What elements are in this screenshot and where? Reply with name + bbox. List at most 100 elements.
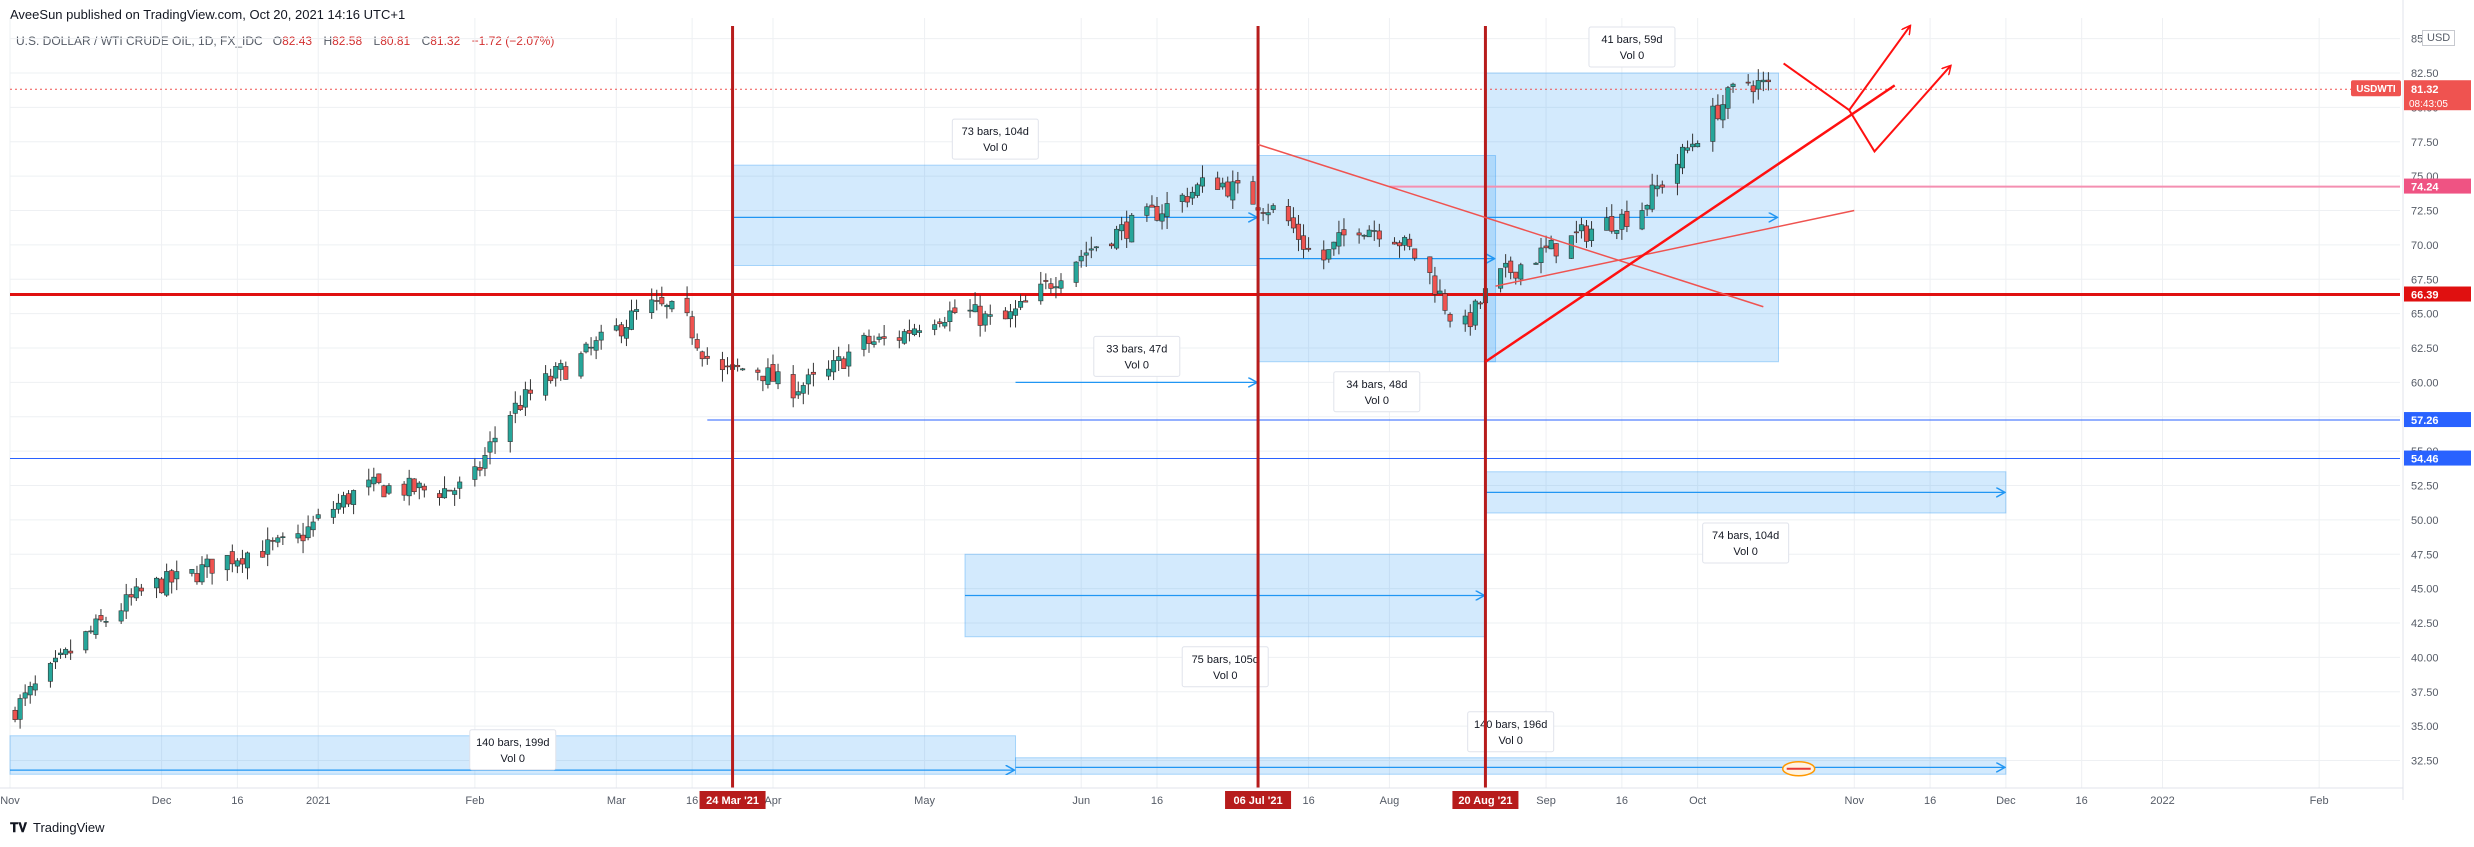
candle-body: [704, 355, 710, 359]
candle-body: [118, 610, 124, 622]
ohlc-open-label: O: [272, 34, 283, 48]
candle-body: [826, 368, 832, 377]
ohlc-low-value: 80.81: [380, 34, 411, 48]
candle-body: [386, 485, 392, 494]
candle-body: [1609, 216, 1615, 232]
candle-body: [982, 313, 988, 326]
range-volume-text: Vol 0: [1733, 546, 1757, 558]
candle-body: [1235, 180, 1241, 184]
candle-body: [1078, 255, 1084, 262]
candle-body: [265, 539, 271, 555]
range-label: 140 bars, 199d Vol 0: [469, 729, 557, 771]
symbol-name[interactable]: U.S. DOLLAR / WTI CRUDE OIL, 1D, FX_IDC: [16, 34, 263, 48]
candle-body: [1336, 232, 1342, 247]
price-axis: 32.50 35.00 37.50 40.00 42.50 45.00 47.50 50.00…: [2351, 0, 2474, 800]
price-axis-tick: 50.00: [2411, 515, 2439, 527]
candle-body: [68, 650, 74, 654]
date-marker-label: 20 Aug '21: [1452, 791, 1519, 809]
candle-body: [613, 325, 619, 331]
range-label-box: [1702, 522, 1790, 564]
price-axis-label: USDWTI 81.32 08:43:05: [2351, 80, 2471, 111]
candle-body: [58, 652, 64, 656]
date-marker-label: 06 Jul '21: [1225, 791, 1292, 809]
candle-body: [1710, 105, 1716, 142]
candle-body: [1573, 231, 1579, 234]
candle-body: [199, 564, 205, 583]
candle-body: [1725, 87, 1731, 109]
candle-body: [1058, 280, 1064, 289]
candle-body: [457, 481, 463, 489]
candle-body: [234, 560, 240, 567]
candle-body: [1159, 213, 1165, 222]
candle-body: [1220, 182, 1226, 188]
time-axis: Nov Dec 16 2021 Feb Mar 16 Apr May Jun 16 16 Aug Sep 1…: [0, 787, 2403, 809]
candle-body: [1391, 241, 1397, 245]
candles: [12, 69, 1771, 729]
range-label: 75 bars, 105d Vol 0: [1181, 646, 1269, 688]
candle-body: [421, 485, 427, 491]
candle-body: [1356, 232, 1362, 236]
candle-body: [229, 551, 235, 565]
ohlc-close-label: C: [421, 34, 431, 48]
candle-body: [598, 331, 604, 341]
candle-body: [593, 340, 599, 351]
range-label-box: [951, 118, 1039, 160]
candle-body: [1589, 228, 1595, 241]
candle-body: [436, 493, 442, 498]
candle-body: [1341, 229, 1347, 236]
candle-body: [487, 441, 493, 453]
candle-body: [1376, 230, 1382, 240]
candle-body: [159, 578, 165, 594]
candle-body: [1018, 301, 1024, 308]
range-label: 34 bars, 48d Vol 0: [1333, 371, 1421, 413]
candle-body: [512, 402, 518, 414]
candle-body: [1644, 204, 1650, 210]
chart-header: AveeSun published on TradingView.com, Oc…: [0, 0, 2474, 48]
candle-body: [1715, 104, 1721, 120]
candle-body: [1720, 104, 1726, 121]
candle-body: [1447, 313, 1453, 322]
trendlines: [1257, 84, 1896, 363]
footer-brand: 𝐓𝐕 TradingView: [10, 820, 105, 836]
candle-body: [1199, 177, 1205, 187]
candle-body: [810, 371, 816, 375]
time-axis-tick: Apr: [764, 795, 781, 807]
date-marker-label: 24 Mar '21: [699, 791, 766, 809]
candle-body: [63, 649, 69, 655]
candle-body: [477, 467, 483, 471]
candle-body: [1270, 205, 1276, 210]
range-label-text: 33 bars, 47d: [1106, 343, 1167, 355]
candle-body: [138, 587, 144, 592]
range-label-text: 73 bars, 104d: [962, 126, 1029, 138]
candle-body: [204, 558, 210, 568]
time-axis-tick: 16: [231, 795, 243, 807]
range-label-box: [1093, 335, 1181, 377]
ohlc-low-label: L: [373, 34, 381, 48]
time-axis-tick: May: [914, 795, 935, 807]
currency-badge[interactable]: USD: [2422, 30, 2456, 46]
candle-body: [154, 577, 160, 589]
candle-body: [1007, 311, 1013, 320]
candle-body: [846, 351, 852, 367]
candle-body: [543, 373, 549, 396]
price-axis-tick: 45.00: [2411, 584, 2439, 596]
candle-body: [1508, 260, 1514, 273]
candle-body: [1755, 80, 1761, 90]
candle-body: [340, 495, 346, 508]
range-label-text: 140 bars, 196d: [1474, 719, 1547, 731]
candle-body: [1498, 268, 1504, 289]
price-axis-tick: 67.50: [2411, 274, 2439, 286]
candle-body: [1043, 280, 1049, 282]
candle-body: [22, 692, 28, 699]
symbol-tag-text: USDWTI: [2356, 84, 2396, 95]
candle-body: [805, 374, 811, 385]
date-range-box: [732, 164, 1259, 266]
candle-body: [103, 621, 109, 623]
last-price-bg: [2404, 80, 2471, 111]
candle-body: [1695, 143, 1701, 148]
candle-body: [482, 455, 488, 469]
range-volume-text: Vol 0: [1213, 670, 1237, 682]
brand-name: TradingView: [33, 820, 105, 835]
candle-body: [548, 375, 554, 382]
